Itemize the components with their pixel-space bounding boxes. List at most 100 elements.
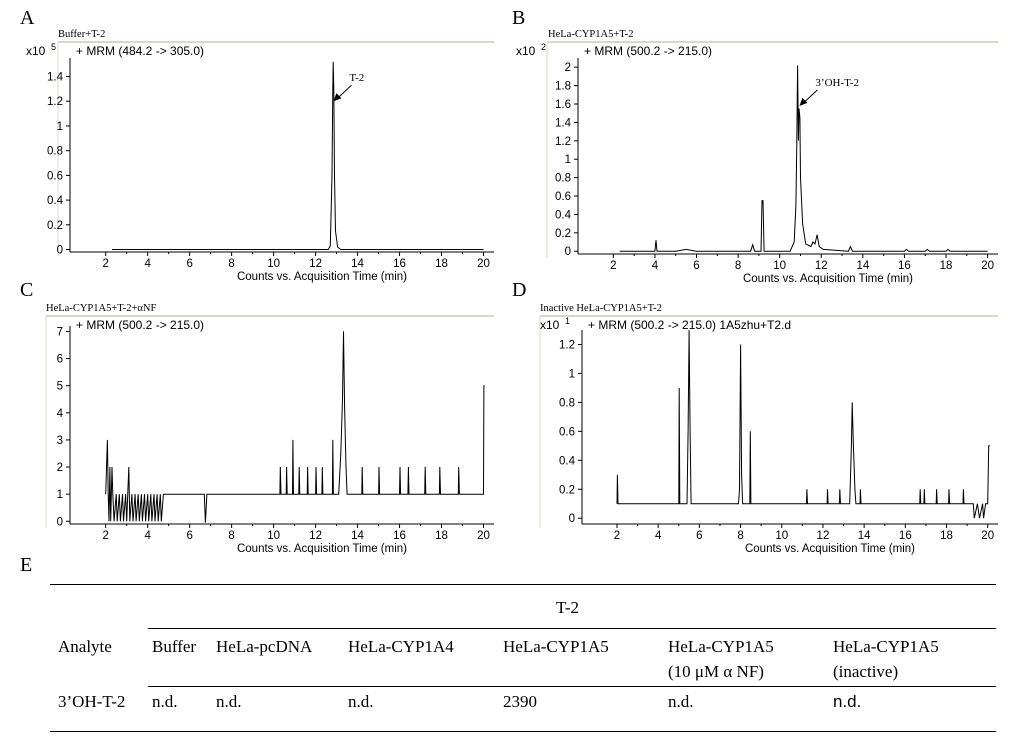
mrm-label-d: + MRM (500.2 -> 215.0) 1A5zhu+T2.d <box>588 318 791 332</box>
x-tick-label-b: 10 <box>773 260 786 272</box>
x-tick-label-a: 4 <box>144 258 151 270</box>
panel-d: D Inactive HeLa-CYP1A5+T-2 x10 1 + MRM (500.… <box>512 279 998 555</box>
y-tick-label-c: 2 <box>57 462 63 474</box>
y-tick-label-a: 0.8 <box>47 146 63 158</box>
scale-label-d: x10 <box>540 318 560 332</box>
x-tick-label-d: 16 <box>899 530 912 542</box>
panel-b: B HeLa-CYP1A5+T-2 x10 2 + MRM (500.2 -> 215.… <box>512 7 998 285</box>
x-tick-label-a: 14 <box>351 258 364 270</box>
y-tick-label-d: 1.2 <box>559 339 575 351</box>
x-tick-label-a: 6 <box>186 258 192 270</box>
x-tick-label-c: 16 <box>393 530 406 542</box>
header-hela-cyp1a5-anf: HeLa-CYP1A5 <box>668 637 774 656</box>
x-tick-label-a: 16 <box>393 258 406 270</box>
y-tick-label-c: 4 <box>57 408 64 420</box>
table-group-rule <box>148 628 996 629</box>
x-tick-label-b: 14 <box>856 260 869 272</box>
y-tick-label-a: 0.4 <box>47 195 64 207</box>
row-hela-cyp1a5-inactive: n.d. <box>833 692 862 711</box>
y-tick-label-b: 0.8 <box>555 173 571 185</box>
header-analyte: Analyte <box>58 637 112 656</box>
x-tick-label-a: 8 <box>228 258 234 270</box>
y-tick-label-c: 6 <box>57 354 63 366</box>
x-tick-label-d: 2 <box>614 530 620 542</box>
x-tick-label-c: 8 <box>228 530 234 542</box>
panel-label-c: C <box>20 279 33 301</box>
x-tick-label-b: 16 <box>898 260 911 272</box>
x-tick-label-c: 12 <box>309 530 322 542</box>
panel-title-c: HeLa-CYP1A5+T-2+αNF <box>46 303 156 314</box>
x-tick-label-d: 4 <box>655 530 662 542</box>
panel-c: C HeLa-CYP1A5+T-2+αNF + MRM (500.2 -> 215.… <box>20 279 494 555</box>
x-tick-label-a: 18 <box>435 258 448 270</box>
x-tick-label-a: 20 <box>477 258 490 270</box>
header-hela-cyp1a5-inactive: HeLa-CYP1A5 <box>833 637 939 656</box>
y-tick-label-b: 2 <box>565 62 571 74</box>
chromatogram-figure: A Buffer+T-2 x10 5 + MRM (484.2 -> 305.0) 2 4 6… <box>20 7 998 555</box>
header-hela-cyp1a5-anf-sub: (10 μM α NF) <box>668 662 764 681</box>
y-tick-label-a: 1 <box>57 121 63 133</box>
table-group-header: T-2 <box>556 598 579 617</box>
table-top-rule <box>50 584 996 585</box>
y-tick-label-b: 1.6 <box>555 99 571 111</box>
x-tick-label-b: 8 <box>735 260 741 272</box>
x-axis-title-b: Counts vs. Acquisition Time (min) <box>743 273 913 285</box>
panel-title-d: Inactive HeLa-CYP1A5+T-2 <box>540 303 662 314</box>
series-line-a <box>112 61 484 250</box>
x-tick-label-c: 10 <box>267 530 280 542</box>
panel-title-a: Buffer+T-2 <box>58 29 105 40</box>
x-tick-label-d: 20 <box>981 530 994 542</box>
mrm-label-c: + MRM (500.2 -> 215.0) <box>76 318 204 332</box>
y-tick-label-d: 0.2 <box>559 484 575 496</box>
y-tick-label-b: 0.6 <box>555 191 571 203</box>
x-tick-label-c: 6 <box>186 530 192 542</box>
scale-exponent-d: 1 <box>565 316 570 326</box>
x-tick-label-d: 6 <box>696 530 702 542</box>
annotation-label-b: 3’OH-T-2 <box>815 77 859 89</box>
y-tick-label-b: 0.2 <box>555 228 571 240</box>
y-tick-label-a: 0.6 <box>47 170 63 182</box>
table-bottom-rule <box>50 731 996 732</box>
panel-label-d: D <box>512 279 526 301</box>
annotation-arrowhead-a <box>333 93 342 102</box>
row-hela-cyp1a5-anf: n.d. <box>668 692 694 711</box>
x-tick-label-c: 20 <box>477 530 490 542</box>
header-hela-cyp1a5: HeLa-CYP1A5 <box>503 637 609 656</box>
y-tick-label-a: 1.2 <box>47 96 63 108</box>
x-tick-label-b: 2 <box>610 260 616 272</box>
x-tick-label-a: 2 <box>102 258 108 270</box>
x-tick-label-c: 4 <box>144 530 151 542</box>
row-hela-pcdna: n.d. <box>216 692 242 711</box>
x-tick-label-b: 6 <box>693 260 699 272</box>
x-tick-label-b: 4 <box>652 260 659 272</box>
row-analyte: 3’OH-T-2 <box>58 692 126 711</box>
x-tick-label-c: 2 <box>102 530 108 542</box>
series-line-d <box>616 329 990 519</box>
y-tick-label-c: 7 <box>57 326 63 338</box>
x-axis-title-c: Counts vs. Acquisition Time (min) <box>237 543 407 555</box>
scale-label-b: x10 <box>516 44 536 58</box>
panel-label-e: E <box>20 554 33 576</box>
x-tick-label-b: 20 <box>981 260 994 272</box>
y-tick-label-c: 3 <box>57 435 63 447</box>
x-tick-label-c: 14 <box>351 530 364 542</box>
header-buffer: Buffer <box>152 637 197 656</box>
y-tick-label-d: 0.8 <box>559 397 575 409</box>
panel-title-b: HeLa-CYP1A5+T-2 <box>548 29 633 40</box>
x-tick-label-b: 12 <box>815 260 828 272</box>
x-tick-label-d: 14 <box>858 530 871 542</box>
mrm-label-b: + MRM (500.2 -> 215.0) <box>584 44 712 58</box>
y-tick-label-c: 1 <box>57 489 63 501</box>
y-tick-label-d: 0 <box>569 513 575 525</box>
header-hela-cyp1a5-inactive-sub: (inactive) <box>833 662 899 681</box>
x-tick-label-d: 18 <box>940 530 953 542</box>
scale-label-a: x10 <box>26 44 46 58</box>
header-hela-pcdna: HeLa-pcDNA <box>216 637 313 656</box>
y-tick-label-b: 1.4 <box>555 117 572 129</box>
y-tick-label-d: 0.6 <box>559 426 575 438</box>
y-tick-label-c: 5 <box>57 381 63 393</box>
annotation-arrowhead-b <box>799 97 808 106</box>
x-tick-label-d: 10 <box>775 530 788 542</box>
header-hela-cyp1a4: HeLa-CYP1A4 <box>348 637 454 656</box>
x-tick-label-d: 12 <box>817 530 830 542</box>
